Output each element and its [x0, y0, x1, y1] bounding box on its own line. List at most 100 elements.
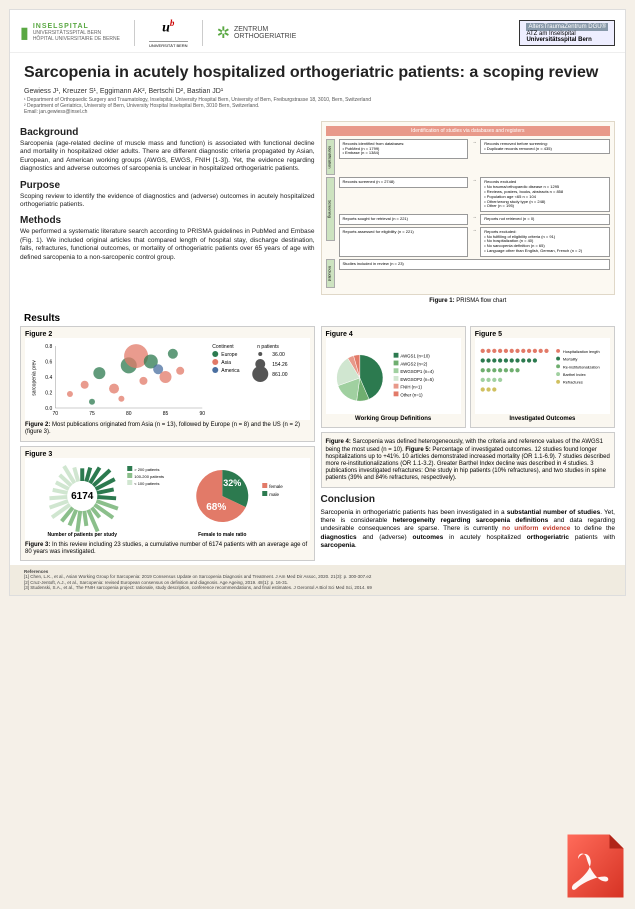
svg-text:Hospitalization length: Hospitalization length: [563, 350, 600, 354]
fig5-box: Figure 5 Hospitalization lengthMortality…: [470, 326, 615, 428]
svg-text:Re-institutionalization: Re-institutionalization: [563, 365, 600, 369]
svg-text:70: 70: [52, 411, 58, 417]
fig4-label: Figure 4: [326, 331, 461, 338]
prisma-box-4a: Reports assessed for eligibility (n = 22…: [339, 227, 469, 257]
svg-text:EWGSOP2 (n=5): EWGSOP2 (n=5): [400, 377, 434, 382]
svg-text:0.4: 0.4: [45, 375, 52, 381]
svg-text:sarcopenia prev: sarcopenia prev: [31, 360, 37, 396]
poster: ▮ INSELSPITAL UNIVERSITÄTSSPITAL BERN HÔ…: [9, 9, 626, 596]
prisma-title: Identification of studies via databases …: [326, 126, 611, 136]
svg-text:861.00: 861.00: [272, 372, 288, 378]
header-logos: ▮ INSELSPITAL UNIVERSITÄTSSPITAL BERN HÔ…: [10, 10, 625, 53]
svg-text:154.26: 154.26: [272, 362, 288, 368]
logo-inselspital: ▮ INSELSPITAL UNIVERSITÄTSSPITAL BERN HÔ…: [20, 23, 120, 43]
arrow-icon: →: [472, 214, 476, 225]
svg-text:Continent: Continent: [212, 344, 234, 350]
prisma-box-1a: Records identified from databases:• PubM…: [339, 139, 469, 159]
fig4-chart: AWGS1 (n=10) AWGS2 (n=2) EWGSOP1 (n=4) EWGS…: [326, 338, 461, 414]
fig2-cap: Figure 2: Most publications originated f…: [25, 422, 310, 436]
right-col-prisma: Identification of studies via databases …: [321, 121, 616, 305]
fig5-chart: Hospitalization length Mortality Re-instit…: [475, 338, 610, 414]
svg-text:0.2: 0.2: [45, 391, 52, 397]
methods-h: Methods: [20, 215, 315, 226]
svg-text:80: 80: [126, 411, 132, 417]
tree-icon: ✲: [217, 23, 230, 43]
authors: Gewiess J¹, Kreuzer S¹, Eggimann AK², Be…: [10, 86, 625, 97]
fig3-box: Figure 3 6174 > 200 patients 100-200 patie…: [20, 446, 315, 561]
svg-text:AWGS2 (n=2): AWGS2 (n=2): [400, 362, 427, 367]
svg-text:Mortality: Mortality: [563, 358, 578, 362]
methods-p: We performed a systematic literature sea…: [20, 228, 315, 262]
background-p: Sarcopenia (age-related decline of muscl…: [20, 140, 315, 174]
prisma-box-2b: Records excluded• No trauma/orthopaedic …: [480, 177, 610, 212]
fig2-label: Figure 2: [25, 331, 310, 338]
svg-text:90: 90: [199, 411, 205, 417]
svg-text:FNIH (n=1): FNIH (n=1): [400, 385, 422, 390]
references: References [1] Chen, L.K., et al., Asian…: [10, 565, 625, 595]
svg-text:6174: 6174: [71, 491, 94, 502]
svg-text:36.00: 36.00: [272, 352, 285, 358]
svg-text:68%: 68%: [206, 502, 226, 513]
inselspital-sub: UNIVERSITÄTSSPITAL BERN HÔPITAL UNIVERSI…: [33, 30, 120, 42]
svg-text:75: 75: [89, 411, 95, 417]
ub-letter: u: [162, 21, 170, 36]
fig2-box: Figure 2 70758085900.00.20.40.60.8mean a…: [20, 326, 315, 441]
prisma-side-identification: Identification: [326, 139, 335, 175]
background-h: Background: [20, 127, 315, 138]
atz-sub2: Universitätsspital Bern: [526, 37, 608, 43]
arrow-icon: →: [472, 139, 476, 144]
svg-text:> 200 patients: > 200 patients: [134, 467, 159, 472]
svg-text:100-200 patients: 100-200 patients: [134, 474, 164, 479]
atz-title: AltersTraumaZentrum DGU®: [526, 23, 608, 31]
pdf-icon: [557, 831, 627, 901]
fig2-chart: 70758085900.00.20.40.60.8mean agesarcope…: [25, 338, 310, 420]
svg-text:Female to male ratio: Female to male ratio: [198, 532, 246, 538]
results-h: Results: [10, 311, 625, 326]
left-col: Background Sarcopenia (age-related decli…: [20, 121, 315, 305]
svg-text:Barthel Index: Barthel Index: [563, 373, 586, 377]
svg-text:Other (n=1): Other (n=1): [400, 392, 423, 397]
prisma-box-1b: Records removed before screening:• Dupli…: [480, 139, 610, 155]
prisma-box-4b: Reports excluded: • No fulfilling of eli…: [480, 227, 610, 257]
affiliations: ¹ Department of Orthopaedic Surgery and …: [10, 97, 625, 121]
svg-text:EWGSOP1 (n=4): EWGSOP1 (n=4): [400, 369, 434, 374]
svg-text:< 100 patients: < 100 patients: [134, 481, 159, 486]
svg-text:Refractures: Refractures: [563, 381, 583, 385]
prisma-box-2a: Records screened (n = 2748): [339, 177, 469, 188]
svg-text:AWGS1 (n=10): AWGS1 (n=10): [400, 354, 430, 359]
purpose-h: Purpose: [20, 180, 315, 191]
ref-3: [3] Studenski, S.A., et al., The FNIH sa…: [24, 585, 611, 590]
fig3-cap: Figure 3: In this review including 23 st…: [25, 542, 310, 556]
conclusion-h: Conclusion: [321, 494, 616, 505]
results-row-1: Figure 2 70758085900.00.20.40.60.8mean a…: [10, 326, 625, 565]
fig45-cap: Figure 4: Sarcopenia was defined heterog…: [326, 439, 611, 482]
fig4-sub: Working Group Definitions: [326, 416, 461, 423]
top-content: Background Sarcopenia (age-related decli…: [10, 121, 625, 311]
svg-text:male: male: [269, 492, 279, 497]
svg-text:0.0: 0.0: [45, 406, 52, 412]
prisma-side-screening: Screening: [326, 177, 335, 241]
prisma-box-3b: Reports not retrieved (n = 0): [480, 214, 610, 225]
logo-zentrum: ✲ ZENTRUMORTHOGERIATRIE: [217, 23, 297, 43]
logo-unibern: ub UNIVERSITÄT BERN: [149, 18, 188, 48]
prisma-side-included: Included: [326, 259, 335, 288]
svg-text:85: 85: [163, 411, 169, 417]
zentrum-2: ORTHOGERIATRIE: [234, 33, 296, 40]
svg-text:mean age: mean age: [118, 419, 140, 420]
prisma-box-3a: Reports sought for retrieval (n = 221): [339, 214, 469, 225]
logo-atz: AltersTraumaZentrum DGU® ATZ am Inselspi…: [519, 20, 615, 46]
fig5-sub: Investigated Outcomes: [475, 416, 610, 423]
svg-text:Number of patients per study: Number of patients per study: [48, 532, 118, 538]
svg-text:0.6: 0.6: [45, 360, 52, 366]
arrow-icon: →: [472, 177, 476, 182]
svg-text:Asia: Asia: [221, 360, 231, 366]
zentrum-1: ZENTRUM: [234, 26, 296, 33]
prisma-box-5: Studies included in review (n = 23): [339, 259, 611, 270]
svg-text:female: female: [269, 484, 283, 489]
arrow-icon: →: [472, 227, 476, 257]
fig3-label: Figure 3: [25, 451, 310, 458]
prisma-chart: Identification of studies via databases …: [321, 121, 616, 295]
fig45-caption-box: Figure 4: Sarcopenia was defined heterog…: [321, 432, 616, 487]
ub-sub: UNIVERSITÄT BERN: [149, 41, 188, 48]
fig4-box: Figure 4 AWGS1 (n=10) AWGS2 (n=2) EWGSOP1 …: [321, 326, 466, 428]
